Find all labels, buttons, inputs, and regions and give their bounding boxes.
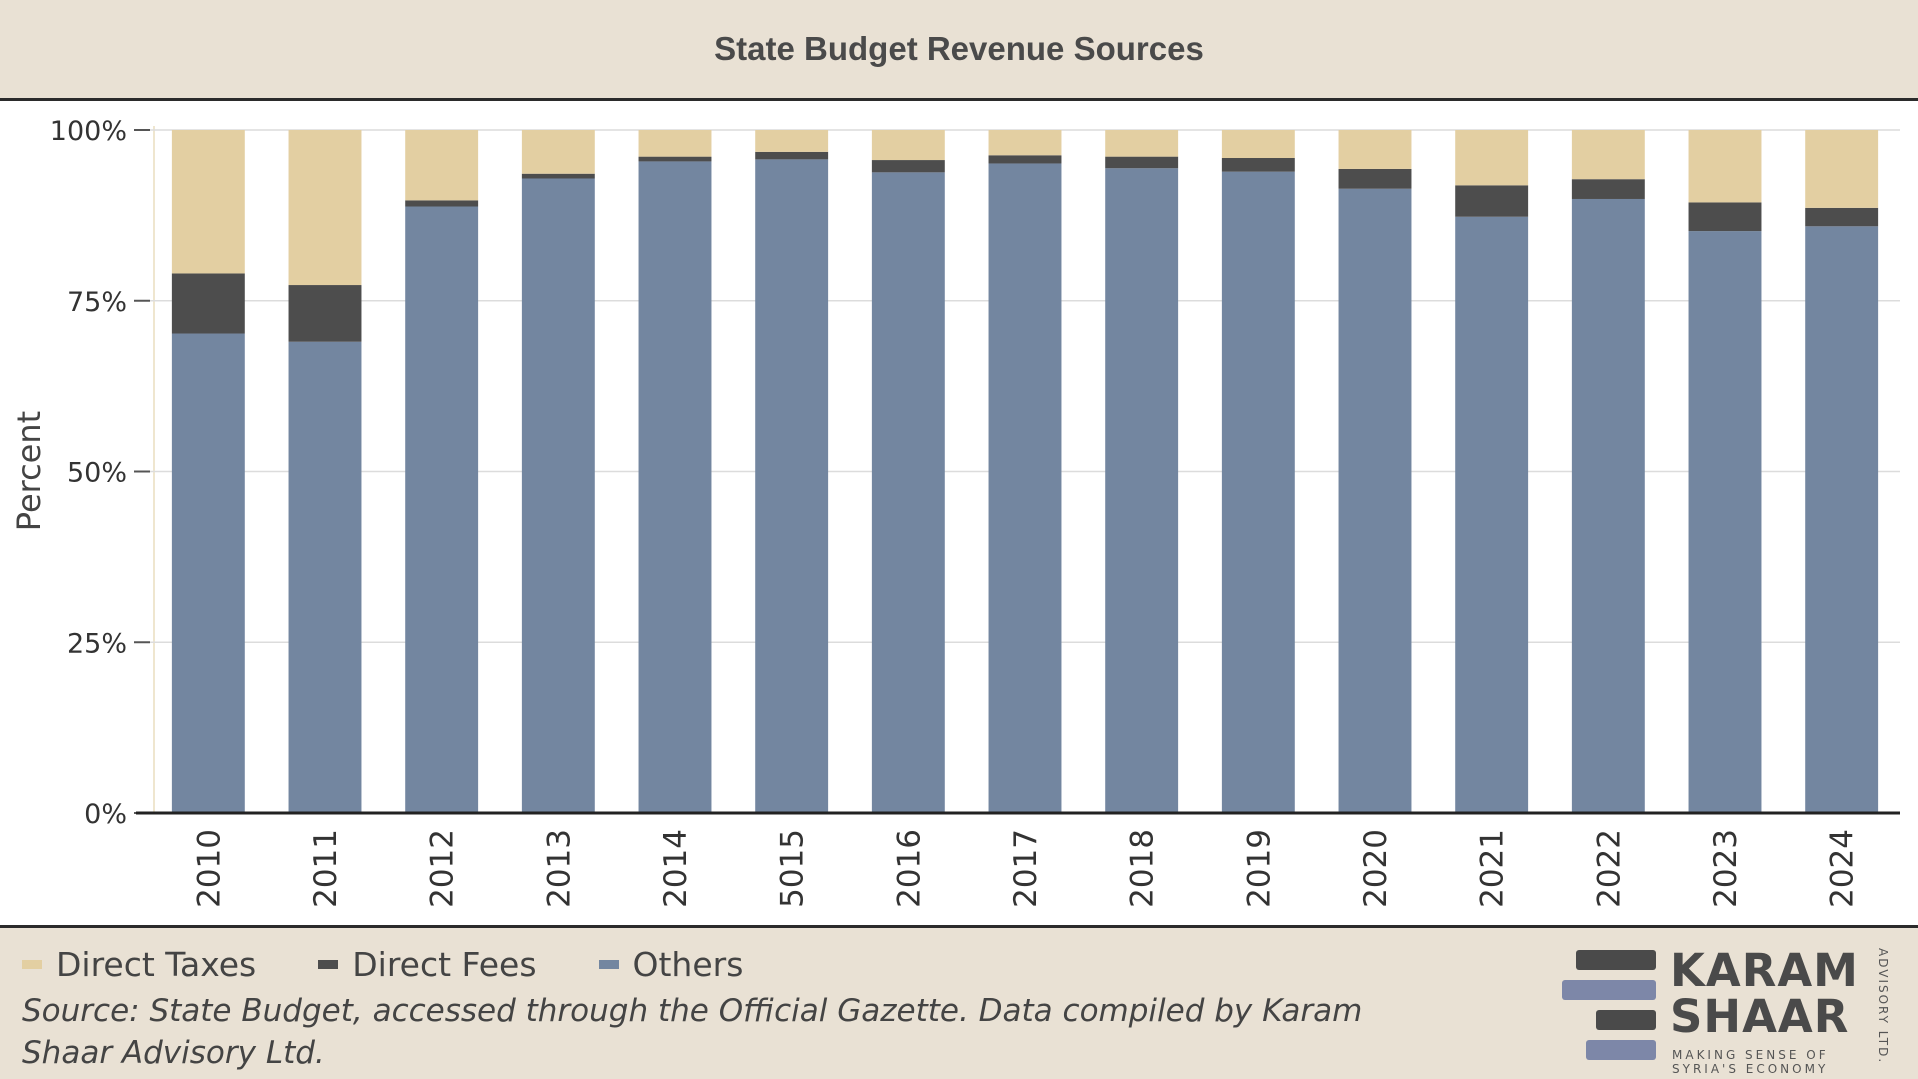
logo-bar-2 <box>1562 980 1656 1000</box>
bar-segment <box>521 178 595 814</box>
x-tick-label: 2024 <box>1825 829 1861 908</box>
bar-segment <box>871 130 945 161</box>
legend-label: Direct Taxes <box>56 945 257 984</box>
bar-segment <box>1688 231 1762 814</box>
logo-line-1: KARAM <box>1670 944 1859 997</box>
logo-bar-1 <box>1576 950 1656 970</box>
legend-item: Direct Taxes <box>22 945 256 984</box>
bar-segment <box>1455 216 1529 814</box>
y-tick-label: 100% <box>50 116 127 147</box>
bar-segment <box>871 172 945 813</box>
x-tick-label: 2017 <box>1008 829 1044 908</box>
bar-segment <box>171 273 245 334</box>
bar-segment <box>1571 130 1645 180</box>
logo-tagline: MAKING SENSE OF SYRIA'S ECONOMY <box>1672 1048 1872 1076</box>
x-tick-label: 2010 <box>191 829 227 908</box>
source-note: Source: State Budget, accessed through t… <box>22 993 1363 1071</box>
legend-label: Direct Fees <box>352 945 537 984</box>
bar-segment <box>988 163 1062 814</box>
legend-swatch <box>318 960 339 969</box>
bar-segment <box>521 173 595 179</box>
bar-segment <box>1338 168 1412 189</box>
bar-segment <box>1455 130 1529 186</box>
x-tick-label: 2013 <box>541 829 577 908</box>
y-tick-label: 0% <box>84 799 127 830</box>
karam-shaar-logo: KARAM SHAAR MAKING SENSE OF SYRIA'S ECON… <box>1560 944 1900 1076</box>
stacked-bar-chart: 0% 25% 50% 75% 100% Percent 2010 2011 2012 2013 20… <box>10 116 1900 908</box>
bar-segment <box>871 160 945 173</box>
bar-segment <box>1105 156 1179 169</box>
bar-segment <box>638 161 712 814</box>
legend-item: Others <box>598 945 744 984</box>
bar-segment <box>1338 130 1412 169</box>
x-tick-label: 2023 <box>1708 829 1744 908</box>
bar-segment <box>171 333 245 813</box>
x-tick-label: 2011 <box>308 829 344 908</box>
logo-tagline-2: SYRIA'S ECONOMY <box>1672 1062 1829 1076</box>
bar-segment <box>171 130 245 274</box>
bar-segment <box>288 130 362 286</box>
bar-segment <box>1571 198 1645 813</box>
logo-bar-4 <box>1586 1040 1656 1060</box>
legend-label: Others <box>632 945 744 984</box>
bar-segment <box>288 341 362 813</box>
bar-segment <box>755 159 829 813</box>
bar-segment <box>1221 130 1295 159</box>
bar-segment <box>988 155 1062 164</box>
y-tick-label: 50% <box>67 458 127 489</box>
legend-swatch <box>22 960 42 969</box>
bar-segment <box>988 130 1062 156</box>
logo-side-text: ADVISORY LTD. <box>1876 948 1890 1065</box>
chart-title: State Budget Revenue Sources <box>714 30 1204 67</box>
x-tick-label: 2020 <box>1358 829 1394 908</box>
bar-segment <box>405 200 479 207</box>
bar-segment <box>1805 226 1879 814</box>
bar-segment <box>1455 185 1529 217</box>
y-axis-title: Percent <box>10 411 48 531</box>
plot-area: 0% 25% 50% 75% 100% Percent 2010 2011 2012 2013 20… <box>0 101 1918 928</box>
x-tick-label: 2019 <box>1241 829 1277 908</box>
bar-segment <box>1105 168 1179 814</box>
logo-bar-3 <box>1596 1010 1656 1030</box>
bar-segment <box>521 130 595 174</box>
bar-segment <box>1688 202 1762 232</box>
y-tick-label: 75% <box>67 287 127 318</box>
logo-line-2: SHAAR <box>1670 990 1850 1043</box>
bar-segment <box>1105 130 1179 157</box>
y-tick-label: 25% <box>67 628 127 659</box>
legend-swatch <box>598 960 619 969</box>
bar-segment <box>288 285 362 342</box>
bar-segment <box>1688 130 1762 203</box>
bar-segment <box>1221 171 1295 814</box>
x-tick-label: 2021 <box>1475 829 1511 908</box>
chart-header: State Budget Revenue Sources <box>0 0 1918 101</box>
logo-tagline-1: MAKING SENSE OF <box>1672 1048 1829 1062</box>
bar-segment <box>405 130 479 201</box>
bar-segment <box>1221 158 1295 172</box>
bar-segment <box>1571 179 1645 199</box>
bar-segment <box>638 156 712 162</box>
bar-segment <box>1805 130 1879 208</box>
x-tick-label: 2012 <box>425 829 461 908</box>
bar-segment <box>755 151 829 160</box>
x-tick-label: 2018 <box>1125 829 1161 908</box>
chart-legend: Direct Taxes Direct Fees Others <box>22 945 805 984</box>
x-tick-label: 2022 <box>1591 829 1627 908</box>
bar-segment <box>1338 188 1412 813</box>
bar-segment <box>1805 207 1879 227</box>
x-tick-label: 2014 <box>658 829 694 908</box>
x-tick-label: 2016 <box>891 829 927 908</box>
legend-item: Direct Fees <box>318 945 537 984</box>
bar-segment <box>755 130 829 152</box>
bar-segment <box>638 130 712 157</box>
chart-footer: Direct Taxes Direct Fees Others Source: St… <box>0 928 1918 1079</box>
x-tick-label: 5015 <box>775 829 811 908</box>
bar-segment <box>405 206 479 814</box>
